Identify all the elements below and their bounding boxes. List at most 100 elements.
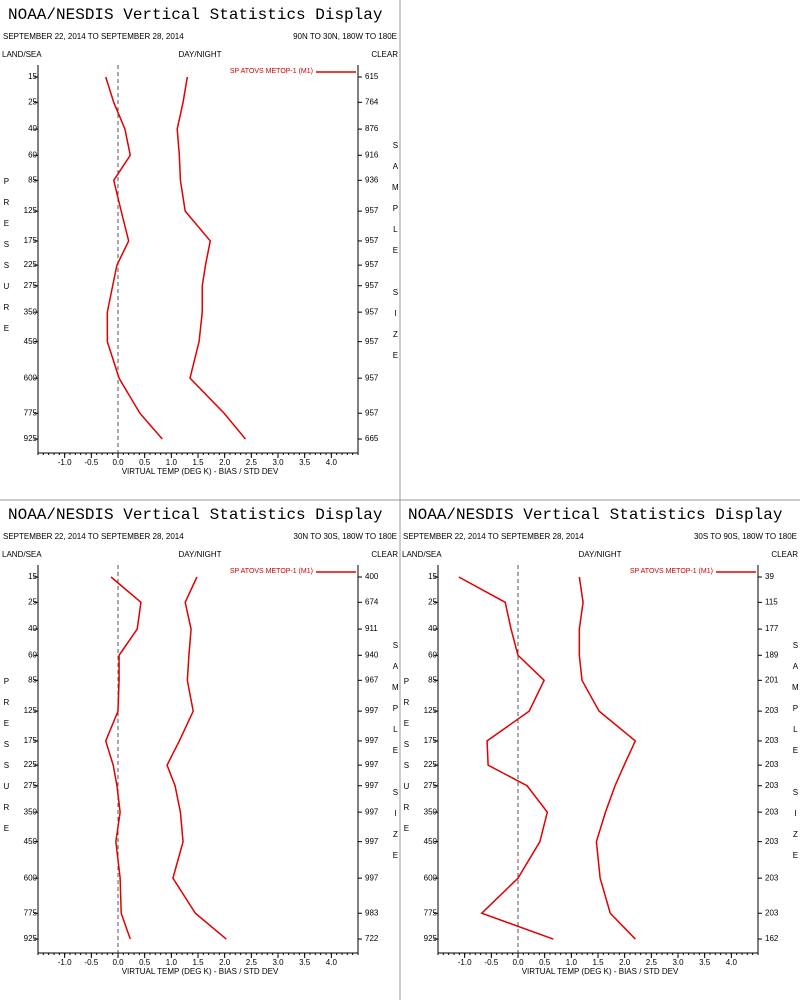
y-tick-label: 15 xyxy=(28,572,37,581)
sample-size: 764 xyxy=(365,97,379,106)
legend-label: SP ATOVS METOP-1 (M1) xyxy=(630,568,713,575)
y-tick-label: 350 xyxy=(24,807,38,816)
x-tick-label: 1.5 xyxy=(192,958,204,967)
sample-size: 876 xyxy=(365,124,379,133)
y-tick-label: 25 xyxy=(28,97,37,106)
x-tick-label: 1.5 xyxy=(592,958,604,967)
y-tick-label: 225 xyxy=(424,760,438,769)
y-tick-label: 600 xyxy=(24,373,38,382)
sample-size: 997 xyxy=(365,781,379,790)
sample-size: 957 xyxy=(365,373,379,382)
date-range: SEPTEMBER 22, 2014 TO SEPTEMBER 28, 2014 xyxy=(403,532,584,541)
land-sea: LAND/SEA xyxy=(2,50,42,59)
y2-axis-label: SAMPLE SIZE xyxy=(391,641,400,872)
series-line xyxy=(105,76,163,440)
y-tick-label: 600 xyxy=(424,873,438,882)
y-axis-label: PRESSURE xyxy=(2,177,11,345)
panel-title: NOAA/NESDIS Vertical Statistics Display xyxy=(8,6,383,24)
y-tick-label: 125 xyxy=(24,706,38,715)
clear: CLEAR xyxy=(771,550,798,559)
sample-size: 189 xyxy=(765,650,779,659)
legend-label: SP ATOVS METOP-1 (M1) xyxy=(230,568,313,575)
sample-size: 957 xyxy=(365,236,379,245)
y-tick-label: 925 xyxy=(24,434,38,443)
y-axis-label: PRESSURE xyxy=(2,677,11,845)
x-tick-label: 0.5 xyxy=(539,958,551,967)
series-line xyxy=(578,576,637,940)
region: 90N TO 30N, 180W TO 180E xyxy=(293,32,397,41)
sample-size: 997 xyxy=(365,837,379,846)
sample-size: 722 xyxy=(365,934,379,943)
y-tick-label: 350 xyxy=(424,807,438,816)
y2-axis-label: SAMPLE SIZE xyxy=(391,141,400,372)
x-tick-label: 4.0 xyxy=(326,958,338,967)
day-night: DAY/NIGHT xyxy=(579,550,622,559)
x-tick-label: -0.5 xyxy=(84,458,98,467)
x-axis-label: VIRTUAL TEMP (DEG K) - BIAS / STD DEV xyxy=(522,967,679,976)
y-tick-label: 40 xyxy=(28,124,37,133)
x-tick-label: -1.0 xyxy=(458,958,472,967)
x-tick-label: 0.0 xyxy=(112,458,124,467)
sample-size: 997 xyxy=(365,706,379,715)
region: 30N TO 30S, 180W TO 180E xyxy=(294,532,397,541)
panel: NOAA/NESDIS Vertical Statistics Display S… xyxy=(402,506,800,976)
sample-size: 957 xyxy=(365,337,379,346)
sample-size: 957 xyxy=(365,281,379,290)
sample-size: 203 xyxy=(765,706,779,715)
sample-size: 203 xyxy=(765,837,779,846)
sample-size: 674 xyxy=(365,597,379,606)
region: 30S TO 90S, 180W TO 180E xyxy=(694,532,797,541)
y-tick-label: 60 xyxy=(28,650,37,659)
sample-size: 177 xyxy=(765,624,779,633)
y-tick-label: 25 xyxy=(428,597,437,606)
sample-size: 983 xyxy=(365,908,379,917)
series-line xyxy=(458,576,554,940)
sample-size: 997 xyxy=(365,807,379,816)
sample-size: 665 xyxy=(365,434,379,443)
y-tick-label: 925 xyxy=(24,934,38,943)
sample-size: 203 xyxy=(765,781,779,790)
sample-size: 203 xyxy=(765,873,779,882)
y-tick-label: 15 xyxy=(28,72,37,81)
land-sea: LAND/SEA xyxy=(402,550,442,559)
x-tick-label: 3.5 xyxy=(299,958,311,967)
y-axis-label: PRESSURE xyxy=(402,677,411,845)
sample-size: 115 xyxy=(765,597,778,606)
series-line xyxy=(176,76,247,440)
y-tick-label: 775 xyxy=(424,908,438,917)
y-tick-label: 925 xyxy=(424,934,438,943)
y-tick-label: 225 xyxy=(24,260,38,269)
x-tick-label: -0.5 xyxy=(484,958,498,967)
y-tick-label: 350 xyxy=(24,307,38,316)
sample-size: 997 xyxy=(365,760,379,769)
x-tick-label: 1.0 xyxy=(166,458,178,467)
y-tick-label: 175 xyxy=(424,736,438,745)
x-tick-label: 0.5 xyxy=(139,958,151,967)
sample-size: 967 xyxy=(365,675,379,684)
y-tick-label: 450 xyxy=(24,837,38,846)
x-axis-label: VIRTUAL TEMP (DEG K) - BIAS / STD DEV xyxy=(122,467,279,476)
sample-size: 957 xyxy=(365,260,379,269)
legend-label: SP ATOVS METOP-1 (M1) xyxy=(230,68,313,75)
sample-size: 203 xyxy=(765,760,779,769)
x-tick-label: 2.0 xyxy=(619,958,631,967)
x-tick-label: 4.0 xyxy=(326,458,338,467)
y-tick-label: 275 xyxy=(424,781,438,790)
y-tick-label: 175 xyxy=(24,736,38,745)
panel: NOAA/NESDIS Vertical Statistics Display S… xyxy=(2,6,400,476)
sample-size: 957 xyxy=(365,206,379,215)
y-tick-label: 275 xyxy=(24,281,38,290)
day-night: DAY/NIGHT xyxy=(179,50,222,59)
sample-size: 957 xyxy=(365,307,379,316)
sample-size: 201 xyxy=(765,675,779,684)
y-tick-label: 25 xyxy=(28,597,37,606)
clear: CLEAR xyxy=(371,50,398,59)
panel-title: NOAA/NESDIS Vertical Statistics Display xyxy=(8,506,383,524)
sample-size: 997 xyxy=(365,736,379,745)
x-tick-label: -1.0 xyxy=(58,958,72,967)
y-tick-label: 15 xyxy=(428,572,437,581)
sample-size: 997 xyxy=(365,873,379,882)
sample-size: 203 xyxy=(765,908,779,917)
x-tick-label: 3.0 xyxy=(272,458,284,467)
